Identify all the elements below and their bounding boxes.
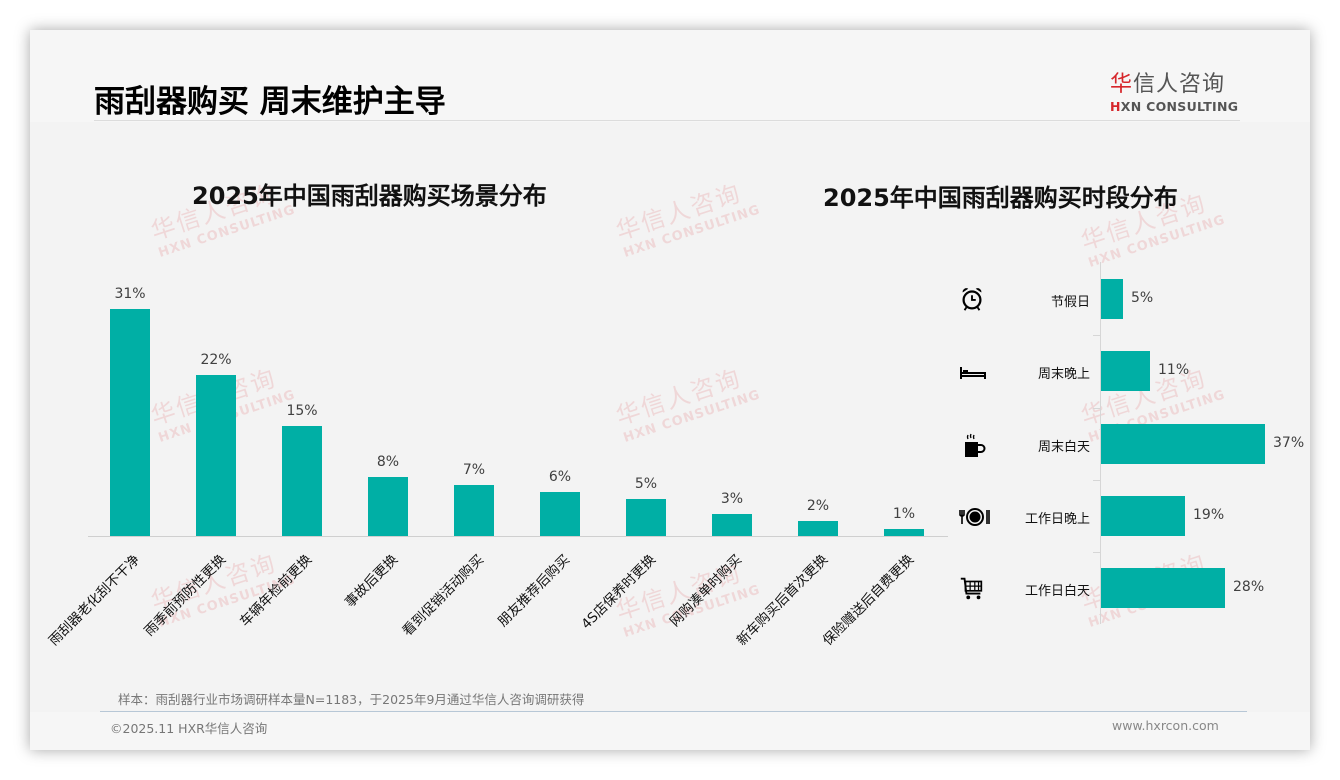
bed-icon: [958, 357, 988, 387]
right-chart-title: 2025年中国雨刮器购买时段分布: [823, 184, 1178, 212]
copyright-text: ©2025.11 HXR华信人咨询: [110, 721, 268, 736]
bar-2: [282, 426, 322, 536]
bar-value-label: 1%: [892, 506, 916, 522]
website-link[interactable]: www.hxrcon.com: [1112, 718, 1219, 733]
watermark-en: HXN CONSULTING: [621, 387, 763, 446]
bar-value-label: 22%: [200, 352, 232, 368]
bar-value-label: 7%: [462, 462, 486, 478]
bar-7: [712, 514, 752, 536]
page-title: 雨刮器购买 周末维护主导: [94, 84, 446, 120]
sample-note: 样本：雨刮器行业市场调研样本量N=1183，于2025年9月通过华信人咨询调研获…: [118, 692, 585, 707]
bar-value-label: 15%: [286, 403, 318, 419]
hbar-4: [1101, 568, 1225, 608]
footer-divider: [100, 711, 1247, 712]
left-chart-title: 2025年中国雨刮器购买场景分布: [192, 182, 547, 210]
header-band: [30, 30, 1310, 122]
watermark-en: HXN CONSULTING: [1086, 212, 1228, 271]
y-axis-tick: [1093, 408, 1100, 409]
bar-value-label: 8%: [376, 454, 400, 470]
y-category-label: 工作日晚上: [1024, 512, 1090, 527]
company-logo: 华信人咨询 HXN CONSULTING: [1110, 66, 1240, 114]
bar-0: [110, 309, 150, 536]
watermark-en: HXN CONSULTING: [156, 202, 298, 261]
hbar-value-label: 11%: [1158, 362, 1190, 378]
bar-1: [196, 375, 236, 536]
hbar-1: [1101, 351, 1150, 391]
x-axis-line: [88, 536, 948, 537]
logo-name: 信人咨询: [1133, 72, 1226, 97]
hbar-value-label: 28%: [1233, 579, 1265, 595]
y-category-label: 工作日白天: [1024, 584, 1090, 599]
bar-9: [884, 529, 924, 536]
logo-english: HXN CONSULTING: [1110, 99, 1240, 114]
hbar-0: [1101, 279, 1123, 319]
logo-en-name: XN CONSULTING: [1120, 99, 1239, 114]
watermark-cn: 华信人咨询: [612, 178, 745, 246]
y-category-label: 周末白天: [1037, 440, 1090, 455]
bar-6: [626, 499, 666, 536]
alarm-clock-icon: [958, 285, 988, 315]
bar-5: [540, 492, 580, 536]
bar-4: [454, 485, 494, 536]
y-category-label: 节假日: [1050, 295, 1090, 310]
hbar-2: [1101, 424, 1265, 464]
header-divider: [94, 120, 1240, 121]
bar-value-label: 2%: [806, 498, 830, 514]
watermark-cn: 华信人咨询: [612, 363, 745, 431]
logo-mark: 华: [1110, 72, 1134, 97]
y-axis-line: [1100, 262, 1101, 624]
logo-chinese: 华信人咨询: [1110, 66, 1240, 98]
bar-8: [798, 521, 838, 536]
hbar-value-label: 19%: [1193, 507, 1225, 523]
bar-value-label: 31%: [114, 286, 146, 302]
bar-value-label: 5%: [634, 476, 658, 492]
dinner-plate-icon: [958, 502, 990, 532]
bar-value-label: 6%: [548, 469, 572, 485]
y-axis-tick: [1093, 480, 1100, 481]
slide: 雨刮器购买 周末维护主导 华信人咨询 HXN CONSULTING 华信人咨询 H…: [30, 30, 1310, 750]
shopping-cart-icon: [958, 574, 988, 604]
bar-3: [368, 477, 408, 536]
hbar-value-label: 5%: [1131, 290, 1154, 306]
coffee-mug-icon: [958, 430, 988, 460]
y-axis-tick: [1093, 335, 1100, 336]
hbar-value-label: 37%: [1273, 435, 1305, 451]
footer-band: [30, 712, 1310, 750]
hbar-3: [1101, 496, 1185, 536]
watermark-en: HXN CONSULTING: [621, 202, 763, 261]
y-axis-tick: [1093, 552, 1100, 553]
bar-value-label: 3%: [720, 491, 744, 507]
y-category-label: 周末晚上: [1037, 367, 1090, 382]
logo-en-mark: H: [1110, 99, 1121, 114]
